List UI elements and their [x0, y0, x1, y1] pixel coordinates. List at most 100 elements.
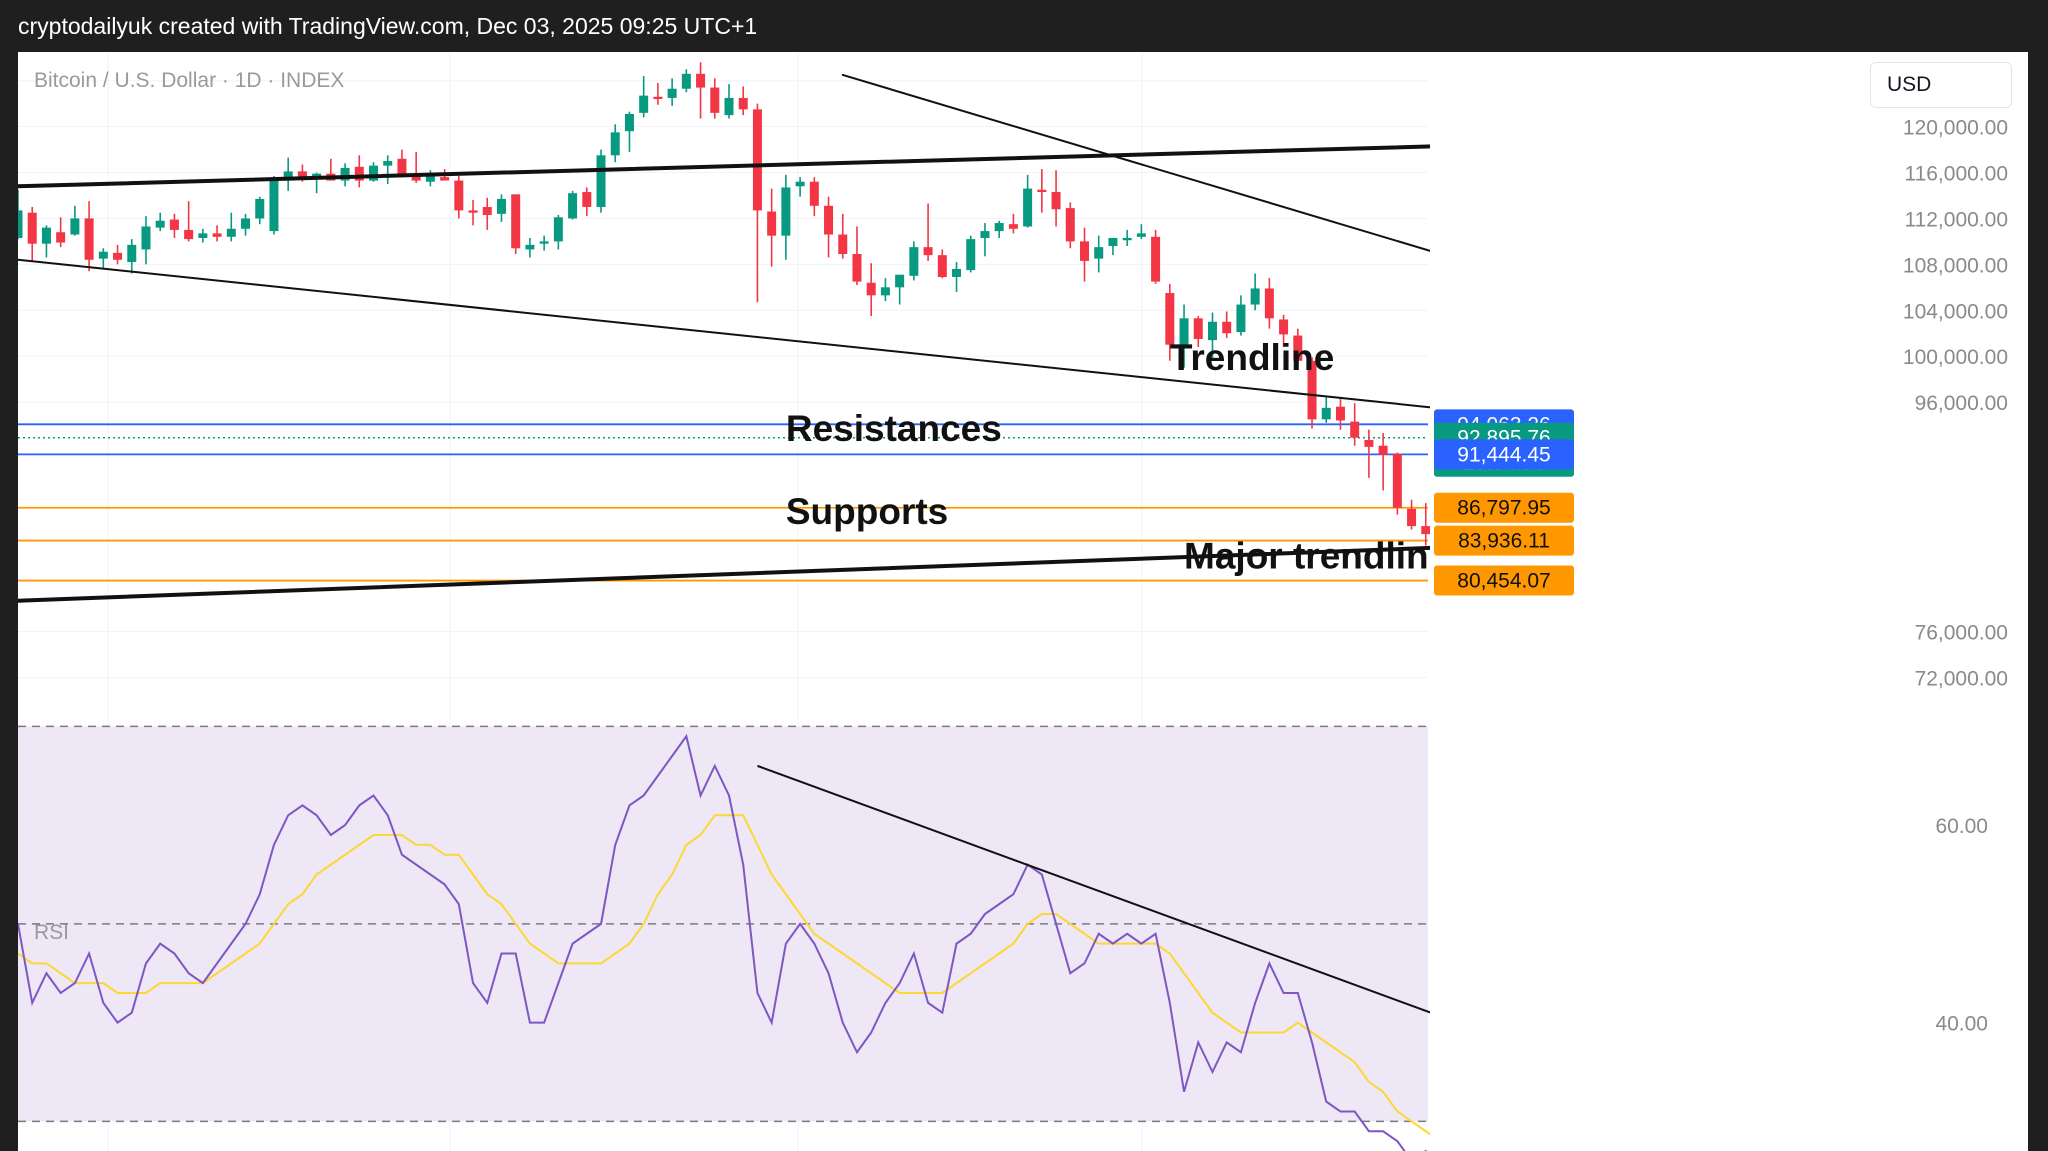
candles	[18, 62, 1587, 546]
candle-body	[383, 161, 393, 166]
candle	[596, 149, 606, 213]
candle-body	[767, 211, 777, 236]
candle-body	[582, 192, 592, 207]
candle	[1108, 237, 1118, 256]
candle-body	[312, 173, 322, 178]
candle	[539, 235, 549, 251]
candle-body	[155, 220, 165, 228]
candle-body	[1207, 321, 1217, 341]
price-tick-label: 96,000.00	[1915, 392, 2008, 415]
candle-body	[866, 282, 876, 296]
candle-body	[724, 97, 734, 116]
candle	[454, 175, 464, 219]
candle-body	[41, 227, 51, 244]
candle	[184, 201, 194, 242]
candle	[1207, 312, 1217, 361]
candle-body	[1023, 188, 1033, 227]
candle	[752, 103, 762, 303]
annotation-label: Trendline	[1170, 337, 1334, 378]
candle-body	[369, 165, 378, 181]
candle-body	[1051, 192, 1061, 210]
badge-bg	[1434, 565, 1574, 596]
candle	[895, 274, 905, 305]
candle-body	[297, 171, 307, 179]
candle-body	[84, 218, 94, 260]
candle	[1421, 503, 1431, 546]
candle	[41, 225, 51, 258]
candle-body	[1122, 237, 1132, 241]
candle	[84, 201, 94, 272]
currency-selector[interactable]: USD	[1870, 62, 2012, 108]
candle-body	[738, 97, 748, 110]
major-trendline-line	[18, 523, 2028, 603]
candle	[1165, 283, 1175, 361]
candle-body	[1250, 288, 1260, 305]
candle-body	[980, 231, 990, 238]
candle	[113, 244, 123, 265]
rsi-ma-line	[18, 814, 1583, 1143]
price-axis[interactable]: 124,000.00120,000.00116,000.00112,000.00…	[1430, 52, 2028, 1151]
candle	[1136, 224, 1146, 240]
candle-body	[1179, 318, 1189, 345]
candle-body	[895, 274, 905, 288]
candle	[56, 217, 66, 248]
candle-body	[1236, 304, 1246, 333]
candle	[155, 212, 165, 232]
candle	[255, 196, 265, 225]
candle-body	[838, 234, 848, 255]
candle	[1193, 316, 1203, 348]
candle-body	[98, 251, 108, 259]
price-tick-label: 72,000.00	[1915, 668, 2008, 691]
candle-body	[1335, 406, 1345, 421]
candle	[980, 223, 990, 257]
candle	[1222, 311, 1232, 338]
candle-body	[269, 179, 279, 232]
candle-body	[482, 206, 492, 215]
price-chart[interactable]: Trendline Resistances Supports Major trendl…	[18, 52, 2028, 1151]
candle-body	[624, 113, 634, 132]
candle	[27, 206, 37, 263]
annotation-label: Resistances	[786, 408, 1002, 449]
candle	[1279, 314, 1289, 348]
resistance-badge: 91,444.45	[1434, 439, 1574, 470]
candle	[1008, 213, 1018, 234]
candle-body	[212, 233, 222, 237]
candle-body	[568, 193, 578, 219]
candle	[1051, 170, 1061, 227]
price-axis-bg	[1430, 52, 2028, 1151]
candle-body	[1378, 445, 1388, 455]
candle-body	[113, 252, 123, 260]
candle	[582, 187, 592, 217]
candle	[994, 220, 1004, 238]
candle	[1307, 357, 1317, 429]
annotations: Trendline Resistances Supports Major trendl…	[786, 337, 1449, 577]
candle	[809, 177, 819, 217]
price-tick-label: 108,000.00	[1903, 254, 2008, 277]
rsi-line	[18, 733, 1584, 1151]
candle-body	[468, 210, 478, 213]
candle	[1392, 452, 1402, 515]
candle	[553, 215, 563, 250]
candle	[909, 241, 919, 281]
candle-body	[141, 226, 151, 250]
horizontal-levels	[18, 423, 1428, 582]
support-badge: 83,936.11	[1434, 525, 1574, 556]
candle-body	[1008, 224, 1018, 229]
candle	[525, 237, 535, 258]
candle	[226, 212, 236, 242]
candle	[127, 239, 137, 274]
candle	[354, 155, 364, 188]
rsi-levels	[18, 725, 1428, 1123]
candle	[610, 124, 620, 163]
candle	[1378, 433, 1388, 491]
candle	[70, 205, 80, 236]
candle-body	[411, 174, 421, 181]
candle	[1250, 273, 1260, 311]
candle-body	[696, 73, 706, 88]
candle	[383, 155, 393, 185]
candle	[482, 197, 492, 230]
candle-body	[781, 187, 791, 236]
badge-value: 91,444.45	[1457, 443, 1550, 466]
candle-body	[1222, 321, 1232, 334]
candle	[624, 111, 634, 152]
